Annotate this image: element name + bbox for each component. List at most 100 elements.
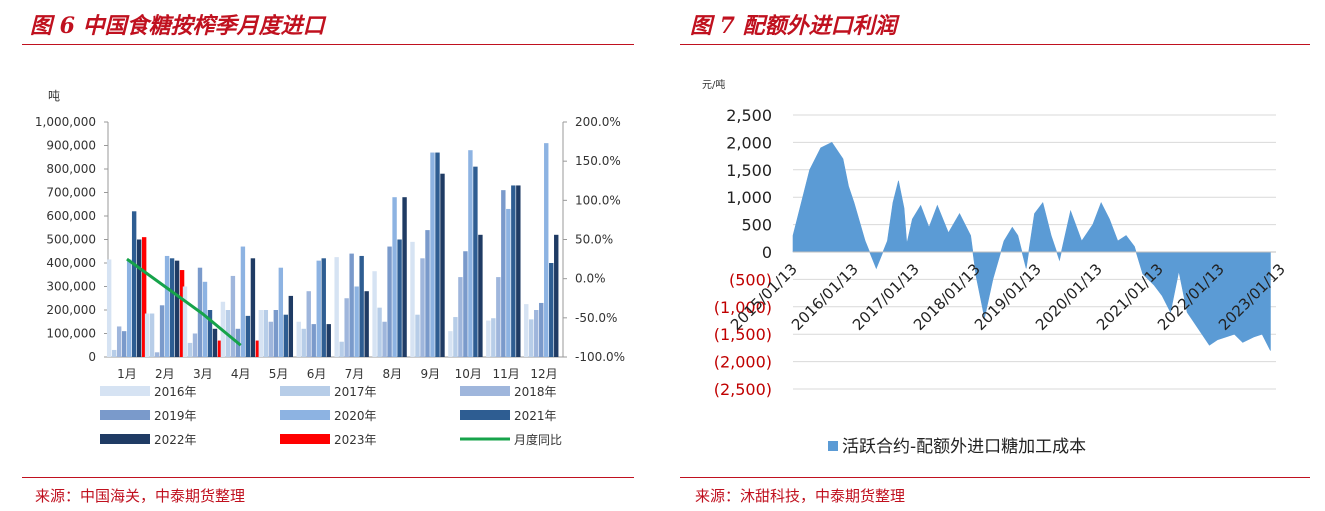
bar-2018年 xyxy=(116,326,122,357)
y-tick-label: 500 xyxy=(741,216,772,235)
y-tick-label: (2,500) xyxy=(714,380,772,399)
y-tick-label: 700,000 xyxy=(46,186,96,200)
y2-tick-label: 150.0% xyxy=(575,154,621,168)
legend-label: 2018年 xyxy=(514,385,557,399)
x-tick-label: 12月 xyxy=(530,367,557,381)
y2-tick-label: 50.0% xyxy=(575,233,613,247)
y2-tick-label: 200.0% xyxy=(575,115,621,129)
x-tick-label: 3月 xyxy=(193,367,213,381)
bar-2019年 xyxy=(425,230,430,357)
figure6-title-rule xyxy=(22,44,634,45)
y-unit-label: 元/吨 xyxy=(702,78,725,91)
bar-2017年 xyxy=(187,342,193,357)
legend-swatch xyxy=(828,441,838,451)
bar-2017年 xyxy=(453,317,458,357)
y-tick-label: 100,000 xyxy=(46,327,96,341)
y-tick-label: 0 xyxy=(88,350,96,364)
bar-2016年 xyxy=(448,331,453,357)
y2-tick-label: 100.0% xyxy=(575,193,621,207)
legend-label: 2021年 xyxy=(514,409,557,423)
y-tick-label: (1,500) xyxy=(714,325,772,344)
bar-2018年 xyxy=(192,333,198,357)
bar-2021年 xyxy=(473,166,478,357)
bar-2016年 xyxy=(524,304,529,357)
x-tick-label: 10月 xyxy=(455,367,482,381)
y-tick-label: 0 xyxy=(762,243,772,262)
bar-2019年 xyxy=(273,310,279,357)
bar-2017年 xyxy=(149,313,155,357)
y2-tick-label: 0.0% xyxy=(575,272,606,286)
bar-2021年 xyxy=(169,258,175,357)
figure7-title: 图 7 配额外进口利润 xyxy=(690,13,897,39)
bar-2021年 xyxy=(207,310,213,357)
bar-2022年 xyxy=(288,295,294,357)
bar-2018年 xyxy=(420,258,425,357)
figure6-chart: 吨 1,000,000 900,000 800,000 700,000 600,000 50… xyxy=(35,89,625,447)
y-tick-label: 2,500 xyxy=(726,106,772,125)
legend-swatch-2016年 xyxy=(100,386,150,396)
y-tick-label: 200,000 xyxy=(46,303,96,317)
bar-2016年 xyxy=(182,286,188,357)
figure7-chart: 元/吨 2,500 2,000 1,500 1,000 500 0 (500) (1,000) (… xyxy=(702,78,1289,457)
y-tick-label: 1,000,000 xyxy=(35,115,96,129)
y-tick-label: (2,000) xyxy=(714,353,772,372)
legend-label: 活跃合约-配额外进口糖加工成本 xyxy=(842,437,1086,457)
x-tick-label: 6月 xyxy=(307,367,327,381)
y-tick-label: 400,000 xyxy=(46,256,96,270)
x-tick-label: 11月 xyxy=(492,367,519,381)
bar-2016年 xyxy=(486,320,491,357)
bar-2016年 xyxy=(258,310,264,357)
bar-2021年 xyxy=(283,314,289,357)
bar-2021年 xyxy=(511,185,516,357)
bar-2017年 xyxy=(415,314,420,357)
bar-2017年 xyxy=(111,349,117,357)
x-tick-label: 5月 xyxy=(269,367,289,381)
bar-2016年 xyxy=(372,271,377,357)
bar-2021年 xyxy=(435,152,440,357)
legend-swatch-2018年 xyxy=(460,386,510,396)
legend-label: 月度同比 xyxy=(514,432,562,447)
bar-2020年 xyxy=(316,260,321,357)
bar-2019年 xyxy=(121,331,127,357)
bar-2021年 xyxy=(549,263,554,357)
y-tick-label: 1,500 xyxy=(726,161,772,180)
bar-2020年 xyxy=(544,143,549,357)
figure6-source: 来源：中国海关，中泰期货整理 xyxy=(35,487,246,505)
bar-2020年 xyxy=(506,208,511,357)
bar-2019年 xyxy=(463,251,468,357)
bar-2017年 xyxy=(339,341,344,357)
y-tick-label: 2,000 xyxy=(726,133,772,152)
y-tick-label: (500) xyxy=(729,270,772,289)
y2-tick-label: -100.0% xyxy=(575,350,625,364)
x-tick-label: 1月 xyxy=(117,367,137,381)
bar-2023年 xyxy=(255,340,261,357)
legend-swatch-2023年 xyxy=(280,434,330,444)
bar-2020年 xyxy=(126,259,132,357)
x-tick-label: 8月 xyxy=(383,367,403,381)
bar-2022年 xyxy=(250,258,256,357)
bar-2016年 xyxy=(334,257,339,357)
bar-2017年 xyxy=(377,307,382,357)
y-tick-label: 800,000 xyxy=(46,162,96,176)
y-tick-label: 1,000 xyxy=(726,188,772,207)
legend-label: 2020年 xyxy=(334,409,377,423)
bar-2021年 xyxy=(321,258,326,357)
legend-swatch-2017年 xyxy=(280,386,330,396)
area-series xyxy=(792,142,1271,351)
legend-swatch-2022年 xyxy=(100,434,150,444)
bar-2018年 xyxy=(496,277,501,357)
y2-tick-label: -50.0% xyxy=(575,311,617,325)
figure6-footer-rule xyxy=(22,477,634,478)
bar-2021年 xyxy=(131,211,137,357)
bar-2019年 xyxy=(311,324,316,357)
legend-swatch-2020年 xyxy=(280,410,330,420)
bar-2017年 xyxy=(491,318,496,357)
bar-2016年 xyxy=(106,259,112,357)
bar-2023年 xyxy=(141,237,147,357)
bar-2022年 xyxy=(212,328,218,357)
bar-2022年 xyxy=(554,234,559,357)
bar-2022年 xyxy=(440,173,445,357)
bar-2022年 xyxy=(364,291,369,357)
bar-2020年 xyxy=(468,150,473,357)
bar-2017年 xyxy=(529,319,534,357)
